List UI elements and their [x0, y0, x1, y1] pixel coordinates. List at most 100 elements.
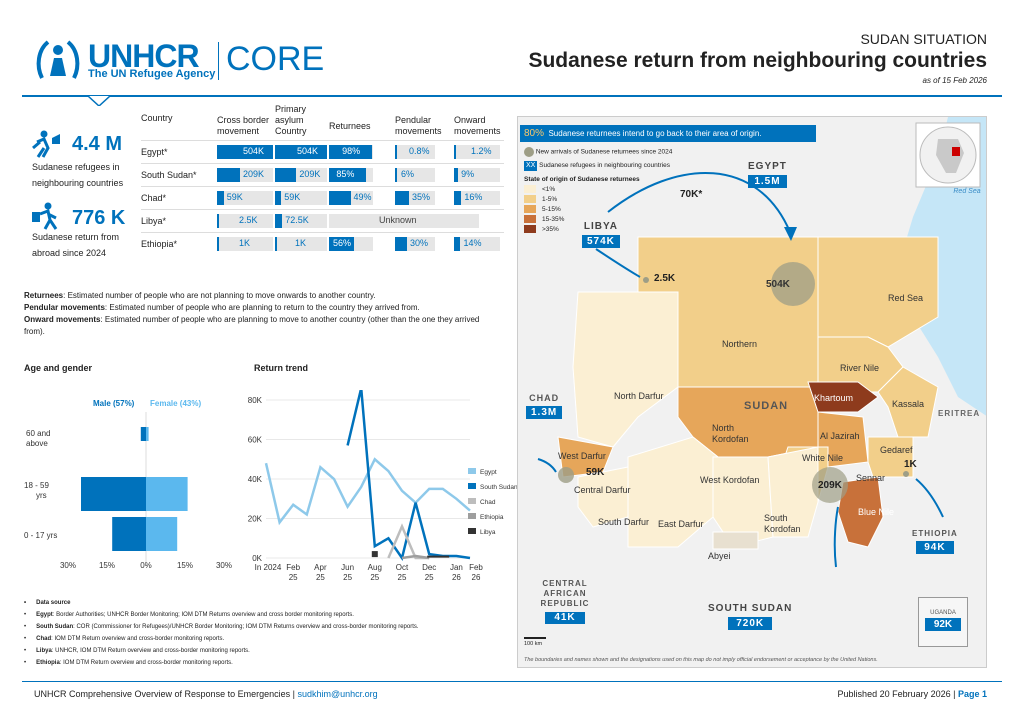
- source-item: • Chad: IOM DTM Return overview and cros…: [24, 636, 225, 642]
- scale-label: 100 km: [524, 641, 543, 647]
- cross-cell: 504K: [217, 140, 275, 164]
- pendular-bar: [395, 168, 397, 182]
- cross-cell: 2.5K: [217, 209, 275, 233]
- trend-xtick: 25: [343, 573, 352, 582]
- female-bar: [146, 517, 178, 551]
- table-row: Egypt* 504K 504K 98% 0.8% 1.2%: [141, 140, 504, 164]
- kpi-returnees-label1: Sudanese return from: [32, 232, 120, 242]
- pendular-cell: 30%: [395, 232, 454, 256]
- pendular-cell: 35%: [395, 186, 454, 210]
- onward-cell: 1.2%: [454, 140, 504, 164]
- series-south-sudan-line: [346, 390, 471, 561]
- trend-ytick: 0K: [252, 554, 262, 563]
- legend-class: >35%: [524, 225, 744, 235]
- egypt-flow-circle: [771, 262, 815, 306]
- state-label: Sennar: [856, 473, 886, 483]
- country-cell: Libya*: [141, 209, 217, 233]
- kpi-returnees-label2: abroad since 2024: [32, 248, 107, 258]
- trend-ytick: 40K: [248, 475, 263, 484]
- legend-title: State of origin of Sudanese returnees: [524, 176, 640, 183]
- footer-right: Published 20 February 2026 | Page 1: [837, 689, 987, 699]
- logo-wordmark: UNHCR: [88, 38, 200, 74]
- kpi-refugees-label1: Sudanese refugees in: [32, 162, 120, 172]
- returnees-cell: 85%: [329, 163, 395, 187]
- legend-class: 5-15%: [524, 205, 744, 215]
- state-label: White Nile: [802, 453, 844, 463]
- source-item: • Libya: UNHCR, IOM DTM Return overview …: [24, 648, 250, 654]
- country-south-sudan: SOUTH SUDAN 720K: [708, 603, 793, 630]
- page-date: as of 15 Feb 2026: [922, 76, 988, 85]
- legend-label: Ethiopia: [480, 514, 504, 521]
- source-item: • Ethiopia: IOM DTM Return overview and …: [24, 660, 233, 666]
- trend-xtick: 26: [452, 573, 461, 582]
- header-notch: [88, 96, 110, 106]
- primary-bar: [275, 237, 277, 252]
- legend-label: Libya: [480, 529, 496, 536]
- age-category-label: above: [26, 439, 48, 448]
- series-ethiopia-line: [401, 554, 430, 560]
- legend-class: 1-5%: [524, 195, 744, 205]
- table-row: Ethiopia* 1K 1K 56% 30% 14%: [141, 232, 504, 256]
- state-label: North Kordofan: [712, 423, 749, 444]
- state-label: Gedaref: [880, 445, 913, 455]
- age-xtick: 15%: [99, 561, 115, 570]
- cross-cell: 59K: [217, 186, 275, 210]
- onward-cell: 16%: [454, 186, 504, 210]
- country-ethiopia: ETHIOPIA 94K: [912, 529, 958, 554]
- country-chad: CHAD 1.3M: [526, 393, 563, 419]
- trend-xtick: 26: [472, 573, 481, 582]
- age-category-label: 18 - 59: [24, 481, 49, 490]
- country-uganda: UGANDA 92K: [918, 597, 968, 647]
- male-label: Male (57%): [93, 399, 135, 408]
- country-libya: LIBYA 574K: [582, 221, 620, 248]
- definition-onward: Onward movements: Estimated number of pe…: [24, 315, 480, 336]
- age-xtick: 30%: [216, 561, 232, 570]
- country-egypt: EGYPT 1.5M: [748, 161, 787, 188]
- female-bar: [146, 477, 188, 511]
- country-cell: Ethiopia*: [141, 232, 217, 256]
- trend-xtick: Feb: [469, 563, 483, 572]
- onward-cell: 9%: [454, 163, 504, 187]
- male-bar: [140, 427, 146, 441]
- onward-bar: [454, 191, 461, 205]
- legend-class: 15-35%: [524, 215, 744, 225]
- footer-email[interactable]: sudkhim@unhcr.org: [297, 689, 378, 699]
- cross-bar: [217, 191, 224, 205]
- th-country: Country: [141, 113, 173, 123]
- female-bar: [146, 427, 149, 441]
- pendular-bar: [395, 191, 409, 205]
- legend-swatch: [468, 483, 476, 489]
- age-xtick: 30%: [60, 561, 76, 570]
- primary-cell: 72.5K: [275, 209, 329, 233]
- onward-bar: [454, 145, 456, 159]
- unhcr-logo: UNHCR The UN Refugee Agency CORE: [34, 38, 334, 86]
- age-category-label: yrs: [36, 491, 47, 500]
- primary-cell: 504K: [275, 140, 329, 164]
- legend-swatch: [468, 528, 476, 534]
- logo-divider: [218, 42, 219, 80]
- country-table: Country Cross border movement Primary as…: [141, 104, 504, 256]
- trend-xtick: 25: [425, 573, 434, 582]
- state-label: West Darfur: [558, 451, 606, 461]
- libya-flow-label: 2.5K: [654, 273, 676, 284]
- state-label: Central Darfur: [574, 485, 631, 495]
- th-primary: Primary asylum Country: [275, 104, 307, 136]
- age-category-label: 60 and: [26, 429, 50, 438]
- th-onward: Onward movements: [454, 115, 501, 136]
- primary-cell: 209K: [275, 163, 329, 187]
- legend-class: <1%: [524, 185, 744, 195]
- chad-flow-label: 59K: [586, 467, 605, 478]
- returnees-cell: 56%: [329, 232, 395, 256]
- cross-bar: [217, 214, 219, 228]
- refugee-walking-icon: [32, 130, 60, 158]
- age-xtick: 0%: [140, 561, 152, 570]
- country-cell: Egypt*: [141, 140, 217, 164]
- trend-xtick: 25: [370, 573, 379, 582]
- trend-xtick: Jan: [450, 563, 463, 572]
- state-label: Red Sea: [888, 293, 924, 303]
- logo-core: CORE: [226, 40, 325, 78]
- primary-bar: [275, 191, 281, 205]
- map-legend: New arrivals of Sudanese returnees since…: [524, 147, 744, 235]
- trend-xtick: Apr: [314, 563, 327, 572]
